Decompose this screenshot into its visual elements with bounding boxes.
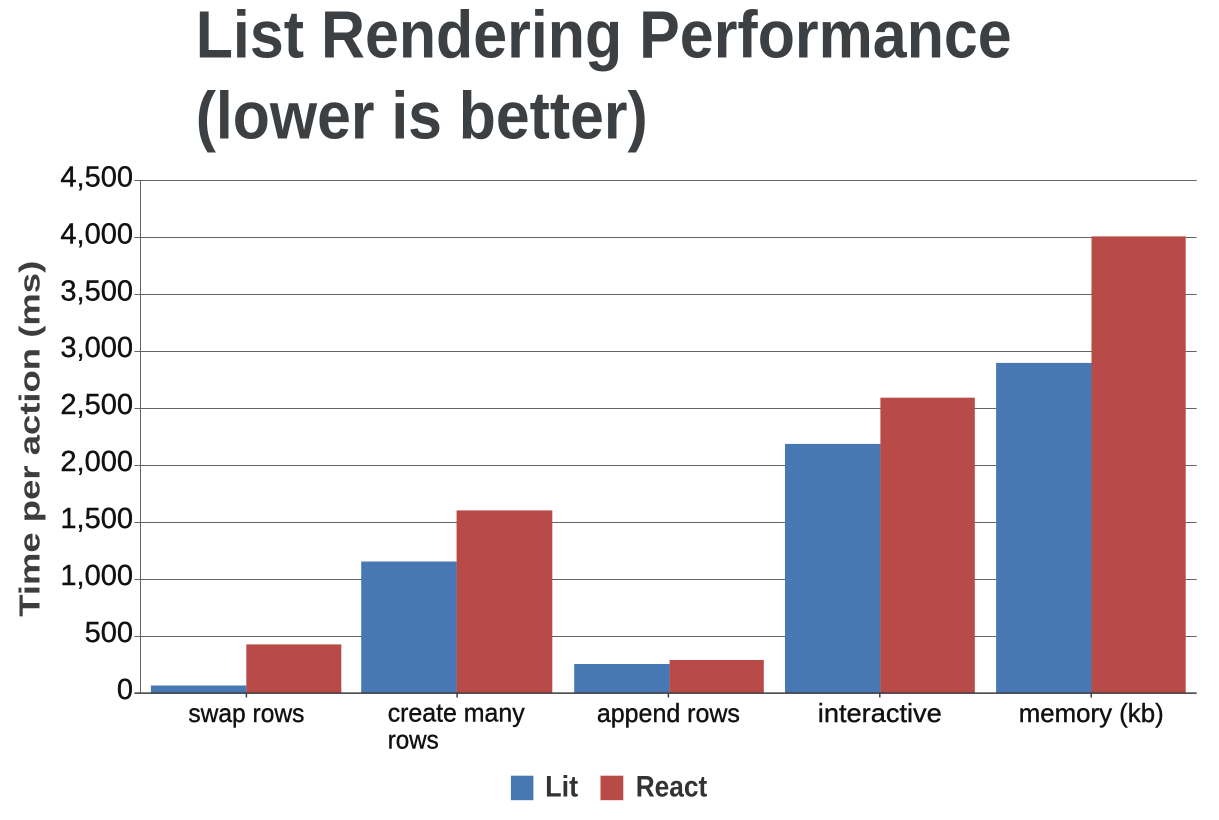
svg-text:interactive: interactive bbox=[818, 698, 942, 728]
svg-text:4,000: 4,000 bbox=[60, 218, 133, 250]
svg-text:4,500: 4,500 bbox=[60, 161, 133, 193]
svg-text:0: 0 bbox=[117, 674, 133, 706]
svg-text:append rows: append rows bbox=[597, 698, 740, 728]
svg-text:2,500: 2,500 bbox=[60, 389, 133, 421]
svg-text:List Rendering Performance: List Rendering Performance bbox=[196, 0, 1012, 73]
svg-text:rows: rows bbox=[388, 725, 439, 755]
svg-text:React: React bbox=[636, 771, 708, 804]
svg-text:(lower is better): (lower is better) bbox=[196, 79, 648, 153]
svg-text:create many: create many bbox=[388, 698, 525, 728]
svg-text:500: 500 bbox=[85, 617, 133, 649]
svg-text:memory (kb): memory (kb) bbox=[1019, 698, 1164, 728]
svg-text:3,500: 3,500 bbox=[60, 275, 133, 307]
svg-text:Lit: Lit bbox=[545, 771, 578, 804]
svg-text:3,000: 3,000 bbox=[60, 332, 133, 364]
svg-text:1,500: 1,500 bbox=[60, 503, 133, 535]
svg-text:Time per action (ms): Time per action (ms) bbox=[14, 261, 46, 617]
svg-text:1,000: 1,000 bbox=[60, 560, 133, 592]
svg-text:swap rows: swap rows bbox=[188, 698, 304, 728]
svg-text:2,000: 2,000 bbox=[60, 446, 133, 478]
